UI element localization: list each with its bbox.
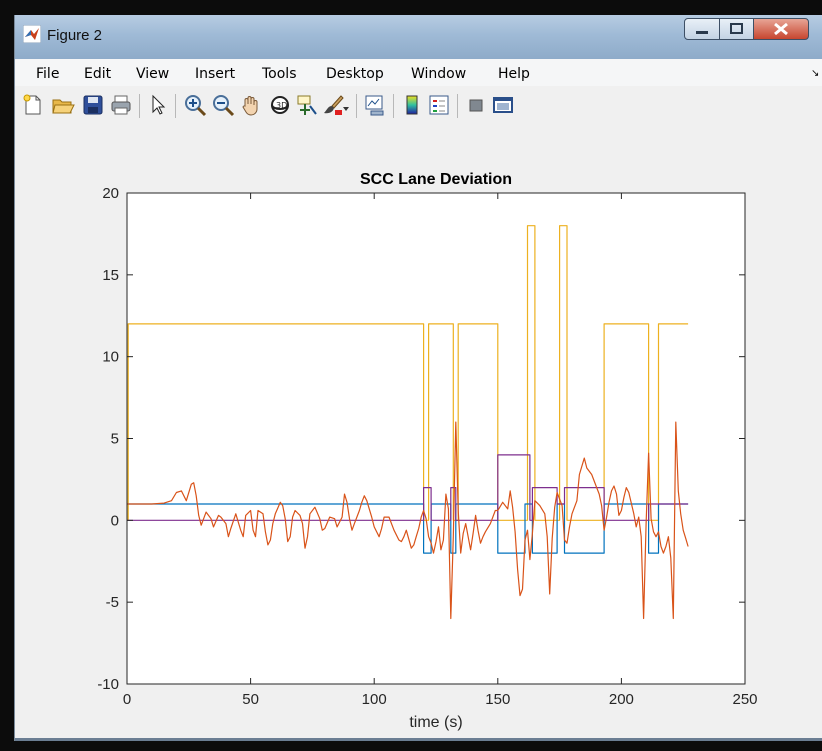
y-tick-label: -10 [97, 676, 119, 693]
close-button[interactable] [753, 18, 809, 40]
menu-view[interactable]: View [136, 66, 170, 82]
x-tick-label: 100 [362, 691, 387, 708]
window-title: Figure 2 [47, 27, 103, 44]
menu-bar: File Edit View Insert Tools Desktop Wind… [15, 59, 822, 86]
brush-icon[interactable] [321, 93, 345, 117]
print-icon[interactable] [109, 93, 133, 117]
y-tick-label: 10 [102, 349, 119, 366]
link-plot-icon[interactable] [363, 93, 387, 117]
open-file-icon[interactable] [51, 93, 75, 117]
series-line-1 [127, 503, 689, 554]
x-tick-label: 50 [242, 691, 259, 708]
dock-arrow-icon[interactable]: ↘ [811, 68, 820, 79]
legend-icon[interactable] [427, 93, 451, 117]
minimize-button[interactable] [684, 18, 720, 40]
series-line-2 [127, 454, 689, 521]
x-tick-label: 200 [609, 691, 634, 708]
menu-edit[interactable]: Edit [84, 66, 112, 82]
menu-file[interactable]: File [36, 66, 60, 82]
menu-insert[interactable]: Insert [195, 66, 236, 82]
figure-toolbar: 3D [15, 86, 822, 129]
figure-canvas: 0 50 100 150 200 250 -10 -5 0 5 10 15 20 SCC Lane Dev… [15, 128, 822, 738]
svg-text:3D: 3D [276, 101, 287, 110]
figure-window: Figure 2 File Edit View Insert Tools Des… [14, 15, 822, 741]
plot-svg: 0 50 100 150 200 250 -10 -5 0 5 10 15 20 SCC Lane Dev… [97, 171, 757, 731]
hide-plot-tools-icon[interactable] [464, 93, 488, 117]
zoom-out-icon[interactable] [211, 93, 235, 117]
axes-background [127, 193, 745, 684]
y-tick-label: 5 [111, 431, 119, 448]
series-line-3 [127, 421, 689, 620]
pan-icon[interactable] [239, 93, 263, 117]
show-plot-tools-icon[interactable] [491, 93, 515, 117]
menu-desktop[interactable]: Desktop [326, 66, 384, 82]
x-tick-label: 150 [485, 691, 510, 708]
pointer-icon[interactable] [146, 93, 170, 117]
toolbar-separator [175, 94, 176, 118]
rotate-3d-icon[interactable]: 3D [268, 93, 292, 117]
x-tick-label: 0 [123, 691, 131, 708]
title-bar[interactable]: Figure 2 [15, 15, 822, 59]
x-axis-label: time (s) [409, 714, 462, 731]
chart-title: SCC Lane Deviation [360, 171, 512, 188]
colorbar-icon[interactable] [400, 93, 424, 117]
menu-tools[interactable]: Tools [262, 66, 297, 82]
zoom-in-icon[interactable] [183, 93, 207, 117]
menu-help[interactable]: Help [498, 66, 530, 82]
new-figure-icon[interactable] [21, 93, 45, 117]
toolbar-separator [139, 94, 140, 118]
save-icon[interactable] [81, 93, 105, 117]
y-tick-label: 20 [102, 185, 119, 202]
x-tick-label: 250 [732, 691, 757, 708]
y-tick-label: 0 [111, 512, 119, 529]
y-tick-label: 15 [102, 267, 119, 284]
brush-dropdown-icon[interactable] [341, 93, 351, 117]
maximize-icon [730, 23, 743, 34]
menu-window[interactable]: Window [411, 66, 467, 82]
close-icon [774, 22, 788, 36]
window-bottom-border [15, 738, 822, 741]
matlab-logo-icon [23, 25, 41, 43]
data-cursor-icon[interactable] [295, 93, 319, 117]
toolbar-separator [457, 94, 458, 118]
minimize-icon [696, 31, 708, 34]
toolbar-separator [356, 94, 357, 118]
toolbar-separator [393, 94, 394, 118]
y-tick-label: -5 [106, 594, 119, 611]
maximize-button[interactable] [719, 18, 754, 40]
